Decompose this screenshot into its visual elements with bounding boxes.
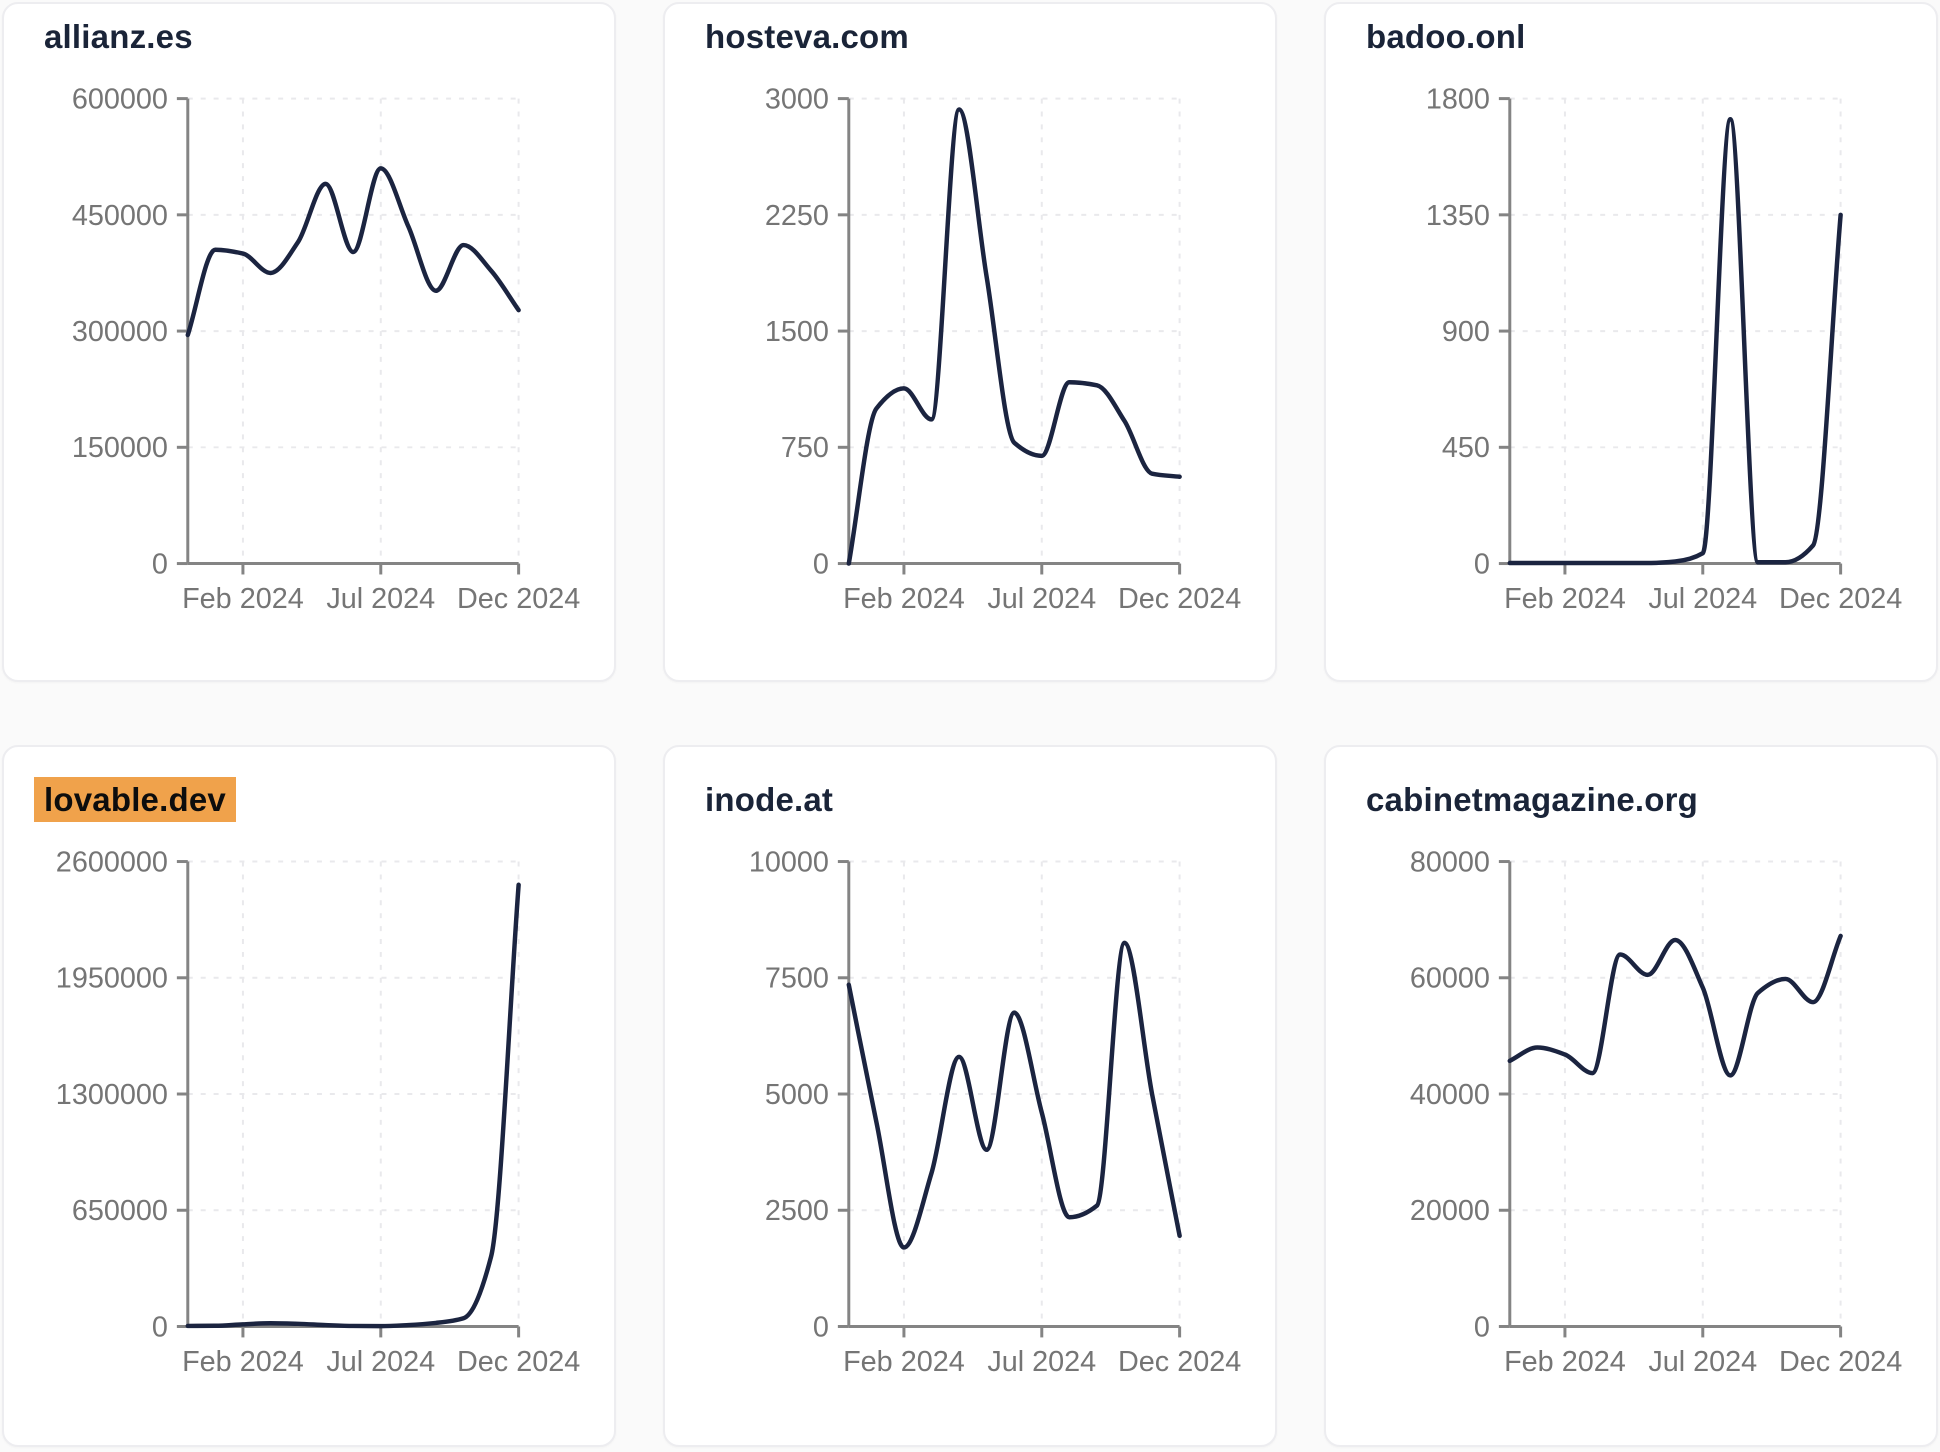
x-axis-tick-label: Dec 2024	[457, 1346, 580, 1378]
line-chart-svg: 0 150000 300000 450000 600000 Feb 2024 Jul 202…	[72, 84, 580, 616]
x-axis-tick-label: Dec 2024	[457, 583, 580, 615]
y-axis-tick-label: 1500	[765, 316, 829, 348]
trend-line	[1507, 933, 1843, 1078]
x-axis-tick-label: Jul 2024	[326, 583, 435, 615]
y-axis-tick-label: 20000	[1410, 1195, 1490, 1227]
y-axis-tick-label: 150000	[72, 432, 168, 464]
x-axis-tick-label: Feb 2024	[182, 583, 304, 615]
trend-line	[846, 107, 1182, 566]
y-axis-tick-label: 450000	[72, 200, 168, 232]
x-axis-tick-label: Dec 2024	[1118, 1346, 1241, 1378]
y-axis-tick-label: 0	[813, 1311, 829, 1343]
y-axis-tick-label: 1800	[1426, 84, 1490, 116]
y-axis-tick-label: 1950000	[56, 963, 168, 995]
y-axis-tick-label: 1300000	[56, 1079, 168, 1111]
domain-title: hosteva.com	[703, 18, 911, 56]
domain-title: allianz.es	[42, 18, 195, 56]
domain-title: inode.at	[703, 781, 835, 819]
x-axis-tick-label: Feb 2024	[843, 583, 965, 615]
chart-card: badoo.onl 0 450 900 1350 1800 Feb 2024 Jul 202…	[1324, 2, 1938, 682]
domain-title-text: badoo.onl	[1366, 18, 1526, 55]
chart-card: allianz.es 0 150000 300000 450000 600000 Feb …	[2, 2, 616, 682]
y-axis-tick-label: 7500	[765, 963, 829, 995]
x-axis-tick-label: Feb 2024	[1504, 1346, 1626, 1378]
y-axis-tick-label: 2250	[765, 200, 829, 232]
y-axis-tick-label: 600000	[72, 84, 168, 116]
y-axis-tick-label: 750	[781, 432, 829, 464]
chart-card: hosteva.com 0 750 1500 2250 3000 Feb 2024 Jul …	[663, 2, 1277, 682]
x-axis-tick-label: Jul 2024	[987, 1346, 1096, 1378]
y-axis-tick-label: 0	[1474, 1311, 1490, 1343]
x-axis-tick-label: Dec 2024	[1779, 583, 1902, 615]
y-axis-tick-label: 2600000	[56, 846, 168, 878]
trend-line	[1507, 117, 1843, 566]
domain-title-text: hosteva.com	[705, 18, 909, 55]
domain-title-text-highlighted: lovable.dev	[34, 777, 236, 822]
y-axis-tick-label: 650000	[72, 1195, 168, 1227]
y-axis-tick-label: 0	[152, 1311, 168, 1343]
y-axis-tick-label: 300000	[72, 316, 168, 348]
x-axis-tick-label: Jul 2024	[987, 583, 1096, 615]
line-chart-svg: 0 650000 1300000 1950000 2600000 Feb 2024 Jul …	[56, 846, 580, 1378]
y-axis-tick-label: 3000	[765, 84, 829, 116]
x-axis-tick-label: Feb 2024	[182, 1346, 304, 1378]
domain-title: cabinetmagazine.org	[1364, 781, 1700, 819]
x-axis-tick-label: Jul 2024	[1648, 583, 1757, 615]
x-axis-tick-label: Jul 2024	[326, 1346, 435, 1378]
y-axis-tick-label: 40000	[1410, 1079, 1490, 1111]
y-axis-tick-label: 0	[813, 548, 829, 580]
y-axis-tick-label: 450	[1442, 432, 1490, 464]
x-axis-tick-label: Feb 2024	[843, 1346, 965, 1378]
x-axis-tick-label: Dec 2024	[1779, 1346, 1902, 1378]
line-chart-svg: 0 2500 5000 7500 10000 Feb 2024 Jul 2024 Dec 20…	[749, 846, 1241, 1378]
y-axis-tick-label: 0	[1474, 548, 1490, 580]
chart-card: inode.at 0 2500 5000 7500 10000 Feb 2024 Jul 2…	[663, 745, 1277, 1447]
line-chart-svg: 0 20000 40000 60000 80000 Feb 2024 Jul 2024 Dec…	[1410, 846, 1902, 1378]
y-axis-tick-label: 2500	[765, 1195, 829, 1227]
line-chart-svg: 0 750 1500 2250 3000 Feb 2024 Jul 2024 Dec 2024	[765, 84, 1241, 616]
trend-line	[185, 166, 521, 338]
domain-title-text: inode.at	[705, 781, 834, 818]
domain-title-text: allianz.es	[44, 18, 193, 55]
line-chart-svg: 0 450 900 1350 1800 Feb 2024 Jul 2024 Dec 2024	[1426, 84, 1902, 616]
x-axis-tick-label: Feb 2024	[1504, 583, 1626, 615]
domain-title: badoo.onl	[1364, 18, 1527, 56]
chart-card: lovable.dev 0 650000 1300000 1950000 2600000…	[2, 745, 616, 1447]
chart-card: cabinetmagazine.org 0 20000 40000 60000 8000…	[1324, 745, 1938, 1447]
domain-title-text: cabinetmagazine.org	[1366, 781, 1699, 818]
y-axis-tick-label: 10000	[749, 846, 829, 878]
y-axis-tick-label: 5000	[765, 1079, 829, 1111]
trend-line	[846, 940, 1182, 1250]
y-axis-tick-label: 80000	[1410, 846, 1490, 878]
domain-title: lovable.dev	[34, 777, 236, 822]
y-axis-tick-label: 0	[152, 548, 168, 580]
x-axis-tick-label: Dec 2024	[1118, 583, 1241, 615]
y-axis-tick-label: 1350	[1426, 200, 1490, 232]
y-axis-tick-label: 900	[1442, 316, 1490, 348]
trend-line	[185, 882, 521, 1329]
y-axis-tick-label: 60000	[1410, 963, 1490, 995]
x-axis-tick-label: Jul 2024	[1648, 1346, 1757, 1378]
